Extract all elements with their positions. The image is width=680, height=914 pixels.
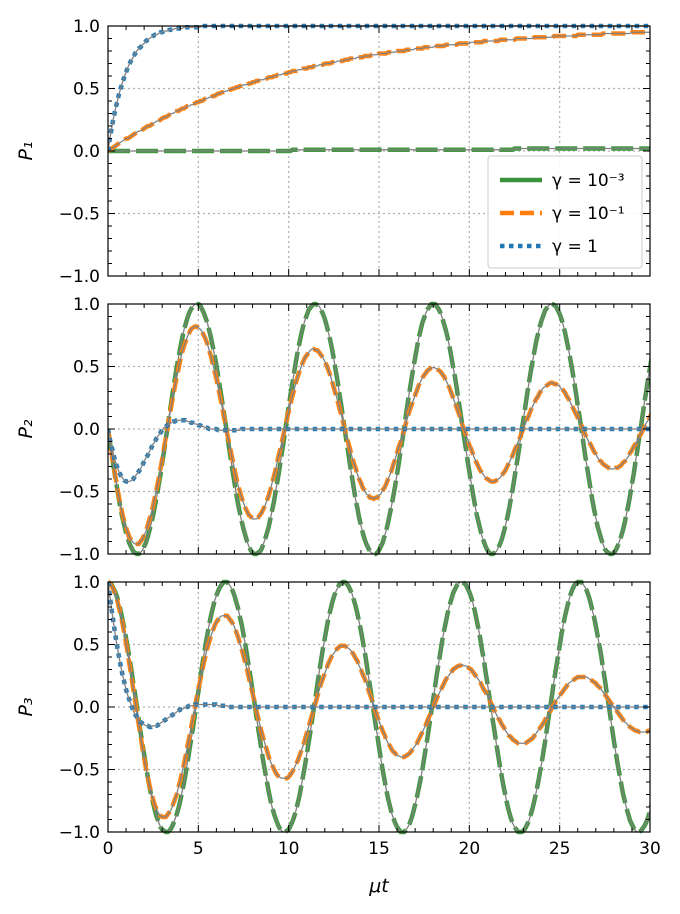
series-group: [108, 579, 650, 835]
y-tick-label: −1.0: [59, 823, 100, 843]
y-tick-label: 0.0: [73, 698, 100, 718]
reference-line: [108, 581, 650, 818]
reference-line: [108, 419, 650, 483]
legend-label: γ = 10⁻³: [552, 171, 625, 191]
x-axis-label: μt: [368, 875, 390, 897]
y-tick-label: −1.0: [59, 545, 100, 565]
y-tick-label: 1.0: [73, 17, 100, 37]
legend-label: γ = 1: [552, 237, 598, 257]
x-tick-label: 25: [549, 839, 571, 859]
legend-box: [487, 155, 643, 269]
x-tick-label: 15: [368, 839, 390, 859]
reference-line: [108, 303, 650, 555]
y-tick-label: 1.0: [73, 573, 100, 593]
y-tick-label: 0.0: [73, 142, 100, 162]
y-tick-label: 0.0: [73, 420, 100, 440]
y-axis-label: P₃: [15, 697, 37, 716]
y-tick-label: −0.5: [59, 205, 100, 225]
series-group: [108, 301, 650, 557]
y-axis-label: P₂: [15, 419, 37, 438]
panel-2: −1.0 −0.5 0.0 0.5 1.0 P₂: [15, 295, 651, 565]
y-tick-label: −0.5: [59, 761, 100, 781]
y-tick-label: 0.5: [73, 636, 100, 656]
y-tick-label: −1.0: [59, 267, 100, 287]
x-tick-label: 5: [193, 839, 204, 859]
legend: γ = 10⁻³ γ = 10⁻¹ γ = 1: [487, 155, 643, 269]
reference-line: [108, 325, 650, 545]
x-tick-label: 30: [639, 839, 661, 859]
panel-1: −1.0 −0.5 0.0 0.5 1.0 P₁: [15, 17, 651, 287]
y-tick-label: 0.5: [73, 358, 100, 378]
reference-line: [108, 581, 650, 728]
x-tick-label: 10: [278, 839, 300, 859]
y-tick-label: 0.5: [73, 80, 100, 100]
reference-line: [108, 147, 650, 152]
panel-3: −1.0 −0.5 0.0 0.5 1.0 P₃: [15, 573, 651, 843]
x-tick-label: 20: [459, 839, 481, 859]
y-tick-label: −0.5: [59, 483, 100, 503]
x-tick-label: 0: [103, 839, 114, 859]
y-tick-label: 1.0: [73, 295, 100, 315]
y-axis-label: P₁: [15, 141, 37, 160]
reference-line: [108, 31, 650, 152]
legend-label: γ = 10⁻¹: [552, 204, 625, 224]
